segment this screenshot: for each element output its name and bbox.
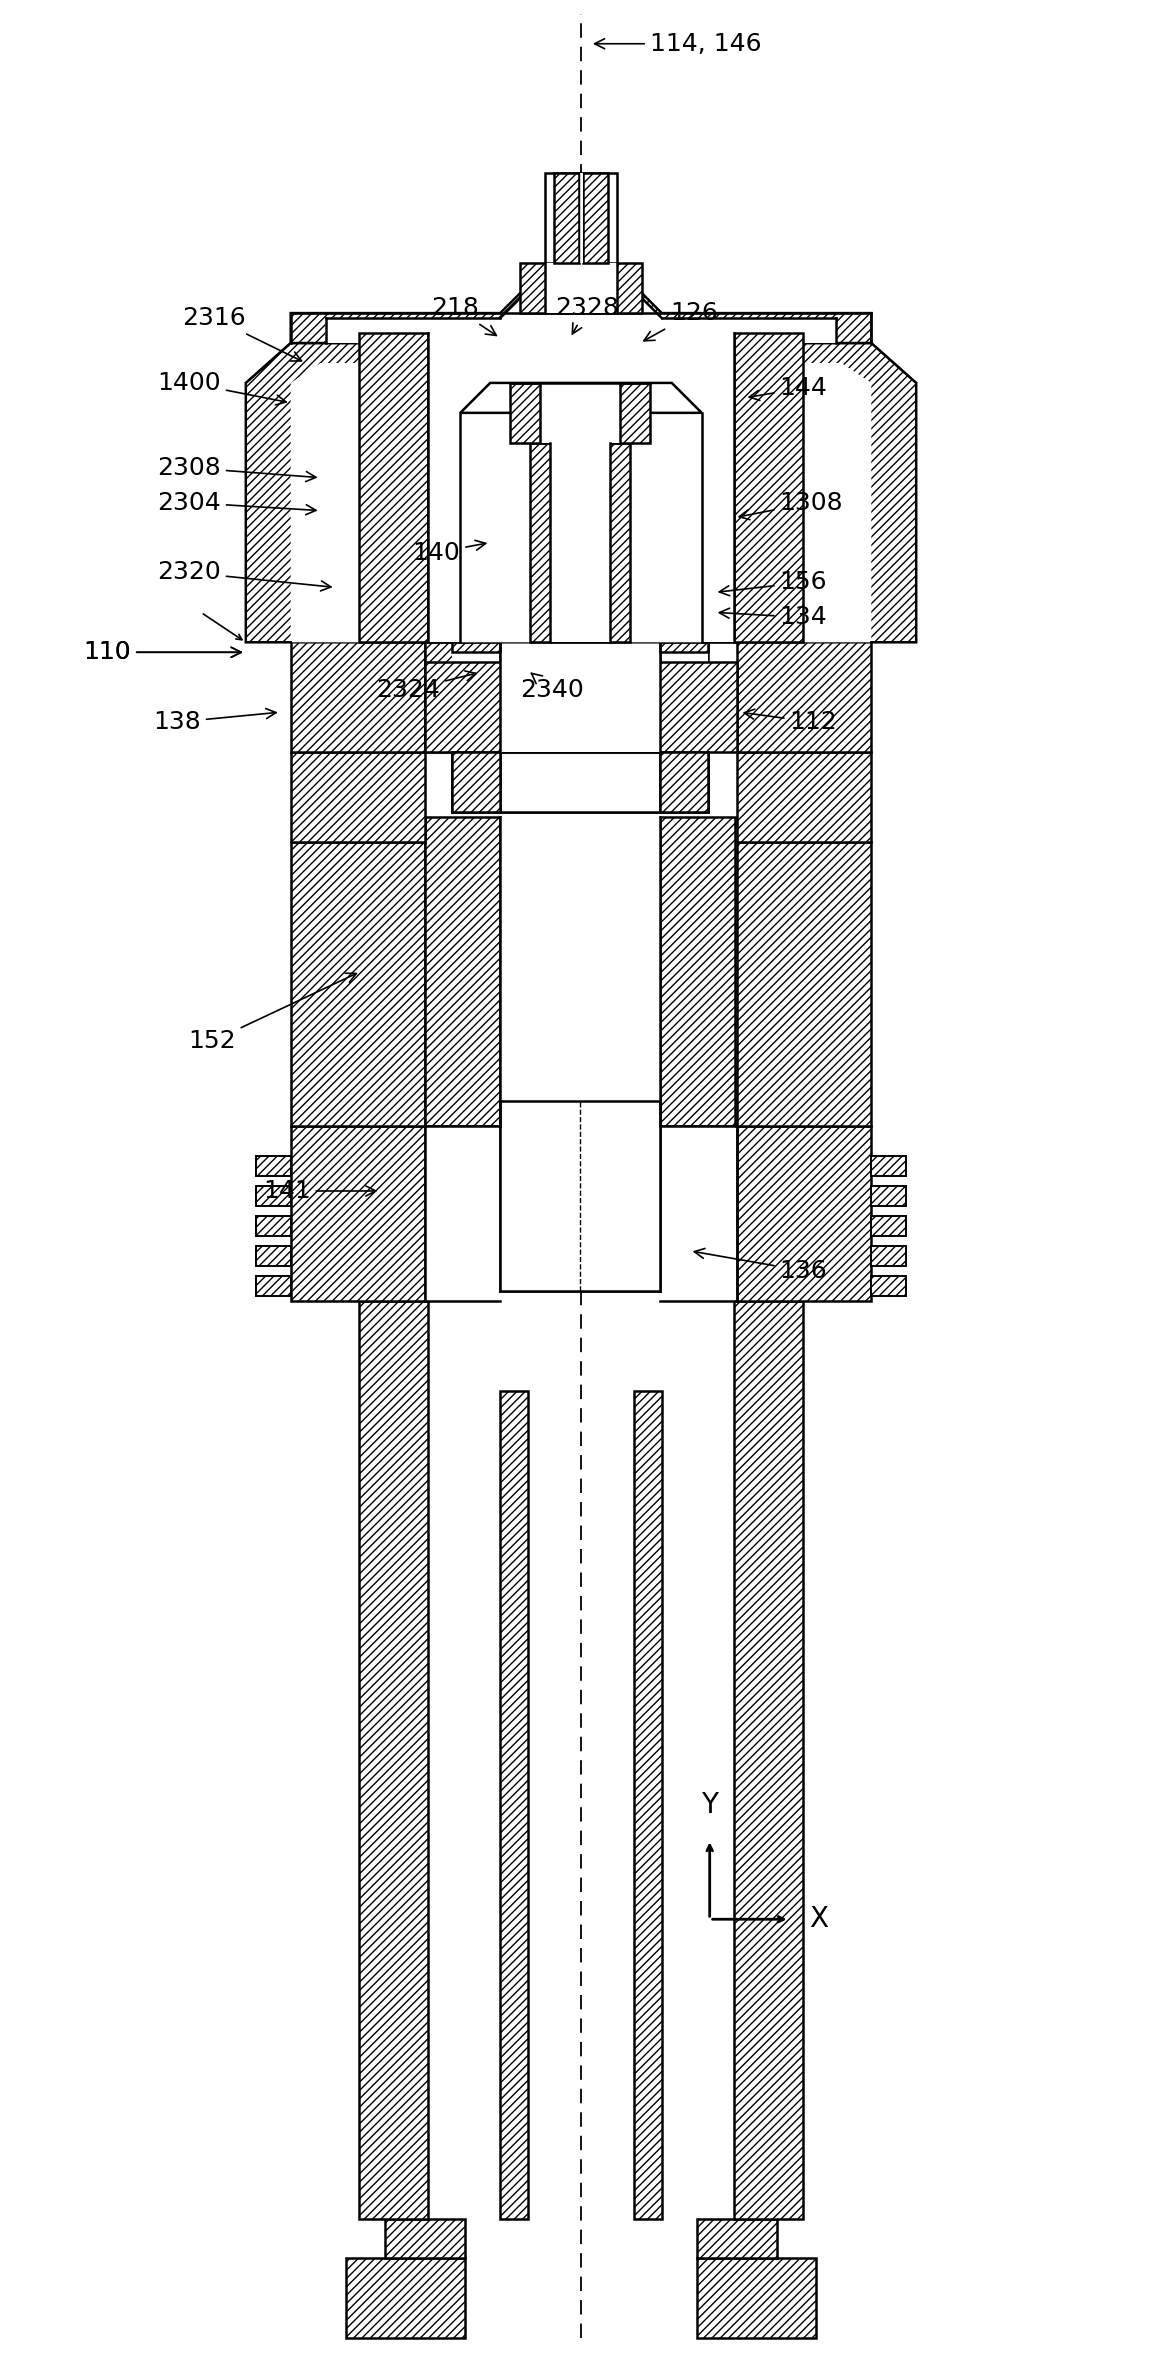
Polygon shape xyxy=(325,299,837,344)
Text: 126: 126 xyxy=(644,301,718,341)
Bar xyxy=(545,173,617,263)
Bar xyxy=(697,2219,776,2260)
Polygon shape xyxy=(872,1216,906,1235)
Polygon shape xyxy=(429,344,733,643)
Bar xyxy=(359,332,429,643)
Text: 2324: 2324 xyxy=(376,671,475,702)
Bar xyxy=(550,443,610,643)
Bar xyxy=(733,332,803,643)
Text: 2320: 2320 xyxy=(157,560,331,590)
Bar xyxy=(500,752,660,811)
Text: 152: 152 xyxy=(188,972,357,1053)
Bar xyxy=(500,643,660,752)
Bar xyxy=(697,2260,817,2338)
Bar xyxy=(540,384,619,443)
Text: 110: 110 xyxy=(84,640,242,664)
Polygon shape xyxy=(460,384,702,643)
Bar xyxy=(583,173,608,263)
Polygon shape xyxy=(872,1276,906,1295)
Polygon shape xyxy=(256,1245,290,1266)
Polygon shape xyxy=(290,363,872,643)
Polygon shape xyxy=(246,344,916,643)
Text: 112: 112 xyxy=(744,709,838,735)
Bar xyxy=(425,818,500,1126)
Text: 144: 144 xyxy=(749,377,827,401)
Bar xyxy=(290,842,425,1126)
Text: 138: 138 xyxy=(153,709,277,735)
Bar xyxy=(425,1126,500,1302)
Bar xyxy=(660,752,708,811)
Polygon shape xyxy=(872,1245,906,1266)
Bar xyxy=(510,384,650,443)
Bar xyxy=(660,818,734,1126)
Bar xyxy=(452,643,708,752)
Bar xyxy=(737,842,872,1126)
Bar xyxy=(545,263,617,313)
Bar xyxy=(660,1126,734,1302)
Bar xyxy=(737,752,872,842)
Bar xyxy=(452,752,500,811)
Text: 140: 140 xyxy=(413,541,486,564)
Polygon shape xyxy=(500,643,660,752)
Polygon shape xyxy=(460,384,702,413)
Polygon shape xyxy=(290,294,872,344)
Polygon shape xyxy=(256,1216,290,1235)
Bar xyxy=(386,2219,465,2260)
Bar xyxy=(429,332,733,643)
Text: 2304: 2304 xyxy=(157,491,316,515)
Bar xyxy=(737,621,872,752)
Text: X: X xyxy=(810,1906,829,1932)
Text: 1308: 1308 xyxy=(739,491,844,519)
Bar xyxy=(554,173,579,263)
Bar xyxy=(452,752,708,811)
Text: 141: 141 xyxy=(263,1178,375,1202)
Bar xyxy=(500,818,660,1126)
Text: 114, 146: 114, 146 xyxy=(595,31,761,57)
Bar xyxy=(500,1389,528,2219)
Text: 2308: 2308 xyxy=(157,455,316,481)
Text: 2316: 2316 xyxy=(182,306,301,360)
Bar xyxy=(733,1302,803,2219)
Text: 134: 134 xyxy=(719,605,827,628)
Text: 136: 136 xyxy=(695,1250,827,1283)
Text: 2340: 2340 xyxy=(521,673,583,702)
Bar xyxy=(737,1126,872,1302)
Bar xyxy=(290,1126,425,1302)
Bar xyxy=(359,1302,429,2219)
Bar xyxy=(290,752,425,842)
Polygon shape xyxy=(425,643,737,752)
Bar xyxy=(579,173,583,263)
Bar xyxy=(530,443,630,643)
Polygon shape xyxy=(256,1157,290,1176)
Polygon shape xyxy=(256,1276,290,1295)
Bar xyxy=(634,1389,662,2219)
Polygon shape xyxy=(872,1186,906,1207)
Polygon shape xyxy=(660,643,708,652)
Text: Y: Y xyxy=(701,1792,718,1819)
Bar xyxy=(425,643,708,752)
Text: 2328: 2328 xyxy=(555,296,619,334)
Text: 1400: 1400 xyxy=(157,370,286,405)
Polygon shape xyxy=(256,1186,290,1207)
Bar xyxy=(521,263,641,313)
Text: 156: 156 xyxy=(719,571,827,595)
Polygon shape xyxy=(872,1157,906,1176)
Text: 218: 218 xyxy=(431,296,496,334)
Bar xyxy=(290,621,425,752)
Bar xyxy=(345,2260,465,2338)
Bar xyxy=(500,1100,660,1290)
Polygon shape xyxy=(452,643,500,652)
Text: 110: 110 xyxy=(84,640,242,664)
